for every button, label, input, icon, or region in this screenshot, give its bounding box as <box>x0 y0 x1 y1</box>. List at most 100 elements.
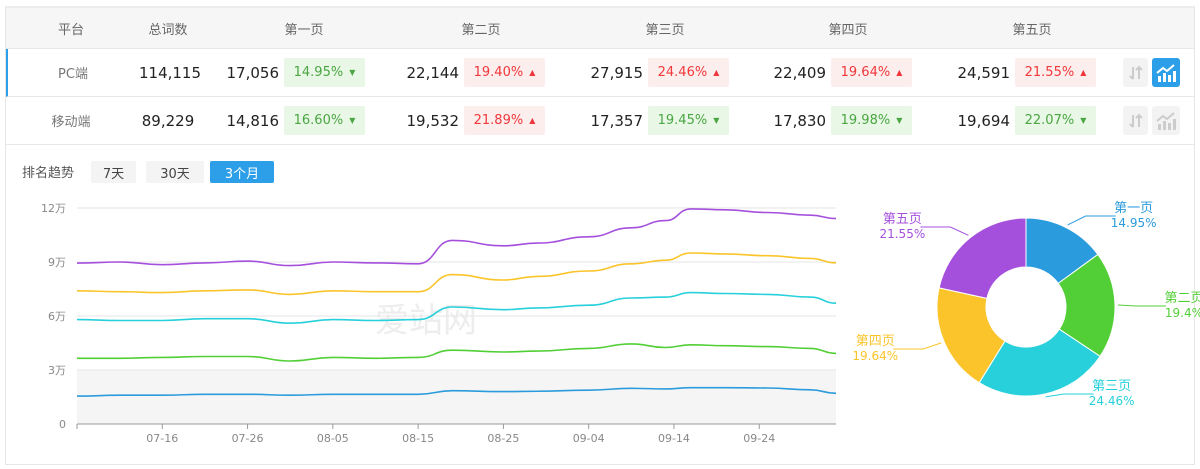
page-1-percent-badge: 16.60% ▼ <box>284 106 365 135</box>
pie-percent: 19.64% <box>852 349 898 363</box>
page-5-percent-badge: 22.07% ▼ <box>1015 106 1096 135</box>
percent-value: 21.89% <box>473 113 524 128</box>
header-page-4: 第四页 <box>828 22 868 38</box>
total-keywords: 89,229 <box>141 111 195 130</box>
platform-name: PC端 <box>58 67 88 82</box>
triangle-up-icon: ▲ <box>529 116 536 125</box>
header-page-3: 第三页 <box>645 22 685 38</box>
x-tick-label: 09-04 <box>573 432 605 445</box>
page-1-count: 17,056 <box>226 63 280 82</box>
page-5-count: 19,694 <box>957 111 1011 130</box>
page-4-percent-badge: 19.98% ▼ <box>831 106 912 135</box>
page-3-percent-badge: 24.46% ▲ <box>648 58 729 87</box>
sort-icon[interactable] <box>1123 106 1148 135</box>
split-area-band <box>77 370 836 424</box>
x-tick-label: 08-15 <box>402 432 434 445</box>
pie-slice-5 <box>938 217 1027 299</box>
pie-percent: 21.55% <box>879 227 925 241</box>
sort-icon[interactable] <box>1123 58 1148 87</box>
pie-label: 第五页 <box>883 212 922 227</box>
total-keywords: 114,115 <box>138 63 202 82</box>
percent-value: 14.95% <box>293 65 344 80</box>
pie-percent: 24.46% <box>1089 394 1135 408</box>
triangle-up-icon: ▲ <box>1080 68 1087 77</box>
page-3-count: 27,915 <box>590 63 644 82</box>
percent-value: 21.55% <box>1024 65 1075 80</box>
header-platform: 平台 <box>57 22 84 38</box>
page-5-percent-badge: 21.55% ▲ <box>1015 58 1096 87</box>
percent-value: 16.60% <box>293 113 344 128</box>
y-tick-label: 0 <box>59 418 66 431</box>
pie-label-line <box>1045 393 1094 398</box>
page-2-percent-badge: 21.89% ▲ <box>464 106 545 135</box>
triangle-down-icon: ▼ <box>1080 116 1087 125</box>
percent-value: 19.98% <box>840 113 891 128</box>
page-4-count: 22,409 <box>773 63 827 82</box>
platform-name: 移动端 <box>51 115 91 130</box>
pie-label-line <box>1117 304 1166 307</box>
page-3-count: 17,357 <box>590 111 644 130</box>
percent-value: 19.64% <box>840 65 891 80</box>
pie-percent: 14.95% <box>1111 216 1157 230</box>
triangle-down-icon: ▼ <box>349 116 356 125</box>
table-row: 移动端 89,229 14,816 16.60% ▼ 19,532 21.89% ▲ 17… <box>6 97 1194 145</box>
pie-label: 第四页 <box>856 334 895 349</box>
series-line-1 <box>76 386 837 397</box>
header-page-1: 第一页 <box>284 22 324 38</box>
triangle-up-icon: ▲ <box>896 68 903 77</box>
pie-label-line <box>920 226 969 236</box>
range-30d-button[interactable]: 30天 <box>146 161 204 183</box>
range-7d-button[interactable]: 7天 <box>91 161 136 183</box>
percent-value: 19.40% <box>473 65 524 80</box>
page-4-percent-badge: 19.64% ▲ <box>831 58 912 87</box>
table-header: 平台 总词数 第一页 第二页 第三页 第四页 第五页 <box>6 8 1194 49</box>
range-3m-button[interactable]: 3个月 <box>210 161 274 183</box>
table-row: PC端 114,115 17,056 14.95% ▼ 22,144 19.40% ▲ 2… <box>6 49 1194 97</box>
page-2-percent-badge: 19.40% ▲ <box>464 58 545 87</box>
pie-label-line <box>1067 215 1116 226</box>
trend-chart-icon[interactable] <box>1152 106 1180 135</box>
y-tick-label: 3万 <box>48 364 66 377</box>
page-1-count: 14,816 <box>226 111 280 130</box>
triangle-up-icon: ▲ <box>529 68 536 77</box>
page-2-count: 19,532 <box>406 111 460 130</box>
series-line-2 <box>76 343 837 362</box>
triangle-down-icon: ▼ <box>713 116 720 125</box>
trend-title: 排名趋势 <box>22 166 75 181</box>
series-line-5 <box>76 208 837 267</box>
y-tick-label: 9万 <box>48 256 66 269</box>
page-5-count: 24,591 <box>957 63 1011 82</box>
page-4-count: 17,830 <box>773 111 827 130</box>
header-page-5: 第五页 <box>1012 22 1052 38</box>
pie-label: 第二页 <box>1164 291 1200 306</box>
pie-slice-3 <box>978 328 1101 397</box>
trend-panel: 排名趋势 7天 30天 3个月 <box>5 145 1195 465</box>
series-line-3 <box>76 291 837 325</box>
percent-value: 24.46% <box>657 65 708 80</box>
y-tick-label: 12万 <box>41 202 66 215</box>
header-total: 总词数 <box>148 22 188 38</box>
x-tick-label: 07-26 <box>232 432 264 445</box>
page-1-percent-badge: 14.95% ▼ <box>284 58 365 87</box>
triangle-down-icon: ▼ <box>896 116 903 125</box>
triangle-up-icon: ▲ <box>713 68 720 77</box>
percent-value: 22.07% <box>1024 113 1075 128</box>
page-3-percent-badge: 19.45% ▼ <box>648 106 729 135</box>
triangle-down-icon: ▼ <box>349 68 356 77</box>
y-tick-label: 6万 <box>48 310 66 323</box>
pie-label-line <box>893 342 942 350</box>
ranking-table: 平台 总词数 第一页 第二页 第三页 第四页 第五页 PC端 114,115 17… <box>5 6 1195 145</box>
pie-percent: 19.4% <box>1165 306 1200 320</box>
series-line-4 <box>76 252 837 296</box>
page-2-count: 22,144 <box>406 63 460 82</box>
x-tick-label: 08-05 <box>317 432 349 445</box>
x-tick-label: 09-24 <box>743 432 775 445</box>
percent-value: 19.45% <box>657 113 708 128</box>
header-page-2: 第二页 <box>461 22 501 38</box>
pie-label: 第一页 <box>1114 201 1153 216</box>
x-tick-label: 08-25 <box>487 432 519 445</box>
trend-chart-icon[interactable] <box>1152 58 1180 87</box>
x-tick-label: 09-14 <box>658 432 690 445</box>
x-tick-label: 07-16 <box>146 432 178 445</box>
